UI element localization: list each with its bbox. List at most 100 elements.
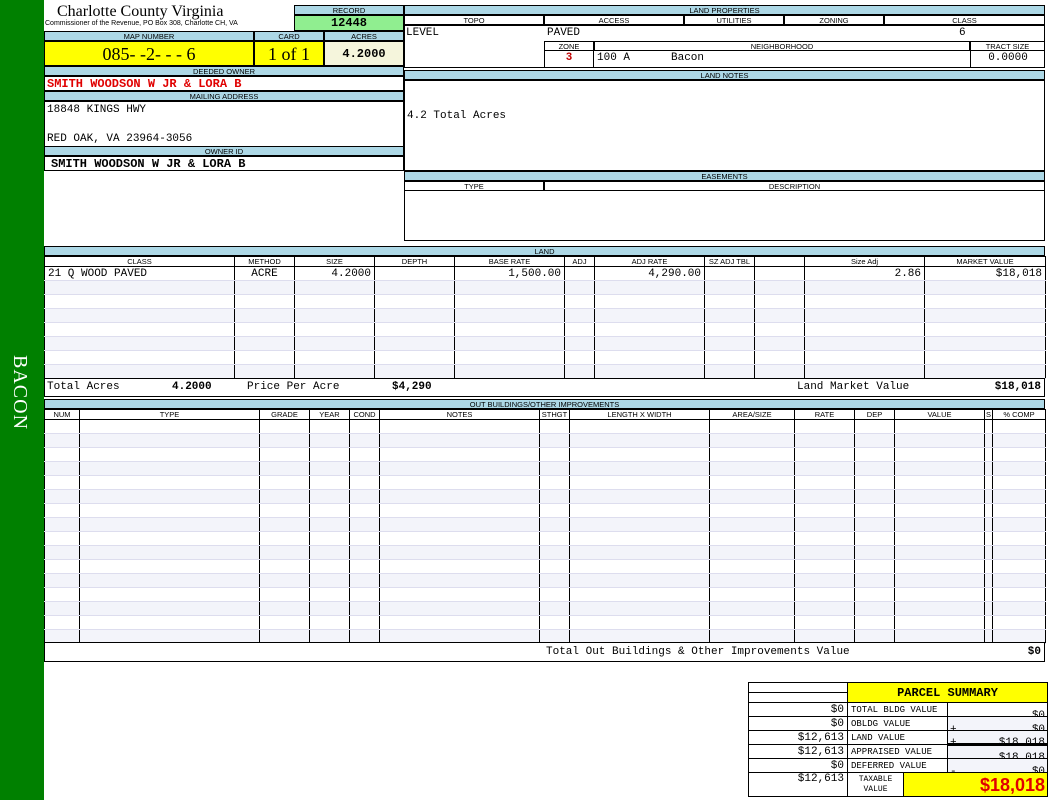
outbuildings-cell (44, 475, 80, 490)
outbuildings-cell (309, 475, 350, 490)
neighborhood-header: NEIGHBORHOOD (594, 41, 970, 51)
summary-prior: $12,613 (748, 730, 848, 745)
outbuildings-cell (539, 615, 570, 630)
outbuildings-cell (259, 615, 310, 630)
land-cell (44, 350, 235, 365)
land-cell (594, 294, 705, 309)
summary-row: $0 DEFERRED VALUE - $0 (748, 758, 1049, 773)
outbuildings-cell (854, 559, 895, 574)
land-cell (704, 280, 755, 295)
taxable-prior: $12,613 (748, 772, 848, 797)
outbuildings-cell (539, 489, 570, 504)
outbuildings-cell (794, 503, 855, 518)
table-row: 21 Q WOOD PAVED ACRE 4.2000 1,500.00 4,290.0… (44, 266, 1046, 281)
land-cell: 21 Q WOOD PAVED (44, 266, 235, 281)
table-row (44, 545, 1046, 560)
topo-value: LEVEL (406, 27, 440, 39)
summary-label: LAND VALUE (847, 730, 948, 745)
outbuildings-cell (349, 517, 380, 532)
outbuildings-cell (992, 447, 1046, 462)
outbuildings-cell (44, 531, 80, 546)
outbuildings-cell (309, 433, 350, 448)
outbuildings-cell (539, 587, 570, 602)
outbuildings-cell (44, 587, 80, 602)
deeded-owner-label: DEEDED OWNER (44, 66, 404, 76)
land-cell (454, 364, 565, 379)
utilities-header: UTILITIES (684, 15, 784, 25)
outbuildings-cell (569, 545, 710, 560)
outbuildings-cell (992, 531, 1046, 546)
outbuildings-cell (349, 475, 380, 490)
land-properties-label: LAND PROPERTIES (404, 5, 1045, 15)
outbuildings-cell (79, 489, 260, 504)
outbuildings-cell (79, 461, 260, 476)
outbuildings-cell (349, 629, 380, 644)
land-cell (44, 322, 235, 337)
county-title: Charlotte County Virginia (57, 3, 224, 20)
outbuildings-cell (259, 629, 310, 644)
outbuildings-cell (794, 517, 855, 532)
outbuildings-cell (309, 601, 350, 616)
table-row (44, 629, 1046, 644)
land-cell (374, 322, 455, 337)
outbuildings-cell (379, 517, 540, 532)
land-cell (234, 336, 295, 351)
taxable-value: $18,018 (903, 773, 1047, 796)
outbuildings-cell (569, 419, 710, 434)
outbuildings-cell (79, 573, 260, 588)
owner-id-label: OWNER ID (44, 146, 404, 156)
land-column-header: SIZE (294, 256, 375, 267)
land-cell (924, 364, 1046, 379)
land-cell (234, 280, 295, 295)
summary-prior: $12,613 (748, 744, 848, 759)
table-row (44, 350, 1046, 365)
outbuildings-cell (539, 433, 570, 448)
outbuildings-cell (259, 545, 310, 560)
outbuildings-cell (539, 419, 570, 434)
land-column-header: CLASS (44, 256, 235, 267)
county-subtitle: Commissioner of the Revenue, PO Box 308,… (45, 20, 238, 27)
acres-value: 4.2000 (324, 41, 404, 66)
outbuildings-cell (79, 475, 260, 490)
outbuildings-cell (894, 419, 985, 434)
outbuildings-cell (854, 503, 895, 518)
outbuildings-cell (259, 503, 310, 518)
outbuildings-cell (709, 615, 795, 630)
price-per-acre: $4,290 (392, 381, 432, 393)
outbuildings-cell (854, 517, 895, 532)
table-row (44, 601, 1046, 616)
record-number: 12448 (294, 15, 404, 31)
summary-value: $0 (946, 702, 1049, 717)
outbuildings-cell (854, 545, 895, 560)
outbuildings-cell (539, 573, 570, 588)
land-market-value: $18,018 (994, 381, 1041, 393)
outbuildings-cell (569, 559, 710, 574)
outbuildings-cell (379, 601, 540, 616)
table-row (44, 447, 1046, 462)
outbuildings-cell (44, 573, 80, 588)
outbuildings-column-header: YEAR (309, 409, 350, 420)
outbuildings-cell (894, 433, 985, 448)
tract-size-value: 0.0000 (970, 51, 1045, 68)
access-value: PAVED (547, 27, 581, 39)
outbuildings-cell (379, 489, 540, 504)
outbuildings-cell (794, 601, 855, 616)
land-cell (594, 308, 705, 323)
land-market-value-label: Land Market Value (797, 381, 910, 393)
outbuildings-cell (309, 587, 350, 602)
land-cell (594, 364, 705, 379)
outbuildings-cell (794, 559, 855, 574)
land-cell (594, 322, 705, 337)
outbuildings-cell (794, 531, 855, 546)
owner-id: SMITH WOODSON W JR & LORA B (44, 156, 404, 171)
land-cell (44, 336, 235, 351)
outbuildings-cell (379, 433, 540, 448)
price-per-acre-label: Price Per Acre (247, 381, 340, 393)
table-row (44, 615, 1046, 630)
outbuildings-cell (259, 601, 310, 616)
outbuildings-cell (992, 503, 1046, 518)
outbuildings-cell (709, 419, 795, 434)
outbuildings-cell (894, 573, 985, 588)
land-cell (754, 266, 805, 281)
outbuildings-cell (894, 517, 985, 532)
